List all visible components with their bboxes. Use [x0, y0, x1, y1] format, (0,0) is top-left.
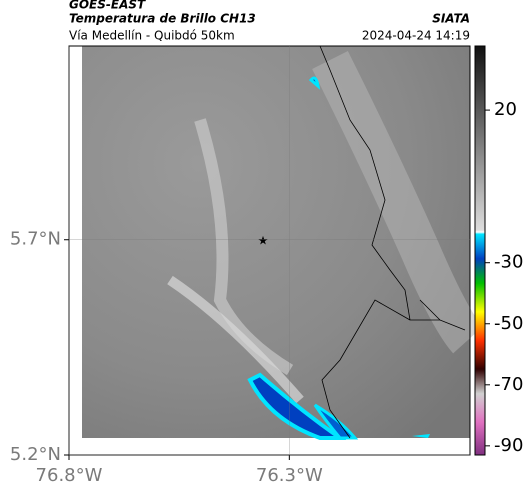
- x-tick-label: 76.3°W: [256, 465, 323, 486]
- x-tick-label: 76.8°W: [36, 465, 103, 486]
- title: Temperatura de Brillo CH13: [69, 12, 256, 26]
- colorbar-tick-label: -70: [494, 374, 523, 395]
- y-tick-label: 5.7°N: [10, 229, 61, 250]
- colorbar-tick-label: -50: [494, 313, 523, 334]
- colorbar: [474, 45, 486, 456]
- timestamp: 2024-04-24 14:19: [362, 29, 470, 43]
- colorbar-tick-label: 20: [494, 99, 517, 120]
- satellite-image: ★: [82, 45, 484, 440]
- route: Vía Medellín - Quibdó 50km: [69, 29, 235, 43]
- source: GOES-EAST: [69, 0, 146, 12]
- colorbar-tick-label: -90: [494, 435, 523, 456]
- y-tick-label: 5.2°N: [10, 444, 61, 465]
- credit: SIATA: [432, 12, 470, 26]
- svg-text:★: ★: [258, 234, 269, 248]
- colorbar-tick-label: -30: [494, 252, 523, 273]
